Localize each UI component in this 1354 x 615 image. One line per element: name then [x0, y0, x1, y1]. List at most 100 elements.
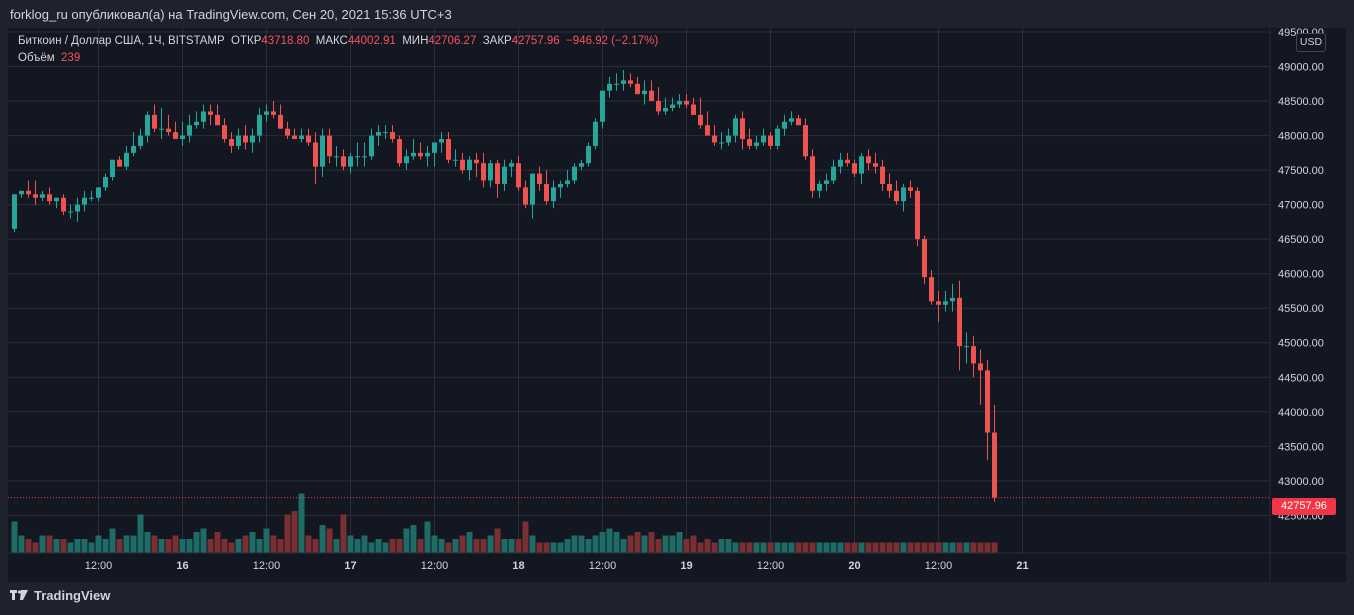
volume-bar: [312, 539, 319, 553]
volume-bar: [809, 542, 816, 553]
candle-body: [684, 101, 689, 105]
candle-body: [33, 194, 38, 198]
candle-body: [747, 139, 752, 146]
candle-body: [159, 128, 164, 130]
low-value: 42706.27: [428, 35, 477, 47]
chart-panel[interactable]: 42500.00 43000.00 43500.00 44000.00 44500.00…: [8, 28, 1346, 582]
volume-bar: [459, 535, 466, 553]
candle-body: [306, 135, 311, 143]
candle-body: [873, 163, 878, 167]
volume-bar: [781, 542, 788, 553]
symbol-label[interactable]: Биткоин / Доллар США, 1Ч, BITSTAMP: [18, 35, 225, 47]
candle-body: [124, 152, 129, 167]
candle-body: [495, 163, 500, 184]
volume-bar: [634, 532, 641, 553]
volume-bar: [431, 535, 438, 553]
volume-bar: [46, 535, 53, 553]
volume-bar: [942, 542, 949, 553]
candle-body: [488, 163, 493, 181]
volume-bar: [179, 539, 186, 553]
candle-body: [110, 159, 115, 178]
volume-bar: [732, 542, 739, 553]
volume-bar: [928, 542, 935, 553]
price-axis[interactable]: 42500.0043000.0043500.0044000.0044500.00…: [1278, 28, 1324, 522]
candle-body: [467, 159, 472, 171]
candle-body: [628, 80, 633, 84]
volume-bar: [893, 542, 900, 553]
candle-body: [187, 125, 192, 136]
candle-body: [887, 183, 892, 191]
candle-body: [677, 101, 682, 105]
high-label: МАКС: [315, 35, 348, 47]
volume-bar: [662, 535, 669, 553]
candle-body: [985, 370, 990, 433]
candle-body: [460, 159, 465, 171]
volume-bar: [606, 528, 613, 553]
candle-body: [264, 111, 269, 115]
volume-bar: [585, 539, 592, 553]
price-tick-label: 45000.00: [1278, 338, 1324, 350]
volume-bar: [578, 535, 585, 553]
candle-body: [565, 180, 570, 184]
volume-bar: [970, 542, 977, 553]
volume-bar: [529, 535, 536, 553]
candle-body: [362, 156, 367, 158]
candle-body: [740, 118, 745, 140]
price-tick-label: 47000.00: [1278, 200, 1324, 212]
candle-body: [68, 211, 73, 213]
time-tick-label: 18: [512, 560, 524, 572]
candle-body: [992, 432, 997, 498]
candle-body: [761, 135, 766, 143]
high-value: 44002.91: [347, 35, 396, 47]
volume-bar: [788, 542, 795, 553]
candle-body: [530, 173, 535, 205]
time-axis[interactable]: 12:00 16 12:00 17 12:00 18 12:00 19 12:00 20 12:00…: [85, 560, 1029, 572]
candle-body: [96, 187, 101, 198]
volume-bar: [557, 542, 564, 553]
low-label: МИН: [402, 35, 429, 47]
candle-body: [313, 142, 318, 167]
time-tick-label: 12:00: [253, 560, 281, 572]
candle-body: [355, 156, 360, 158]
volume-bar: [802, 542, 809, 553]
volume-bar: [501, 539, 508, 553]
last-price-label: 42757.96: [1272, 498, 1336, 515]
candle-body: [26, 190, 31, 195]
candle-body: [47, 194, 52, 202]
volume-bar: [298, 493, 305, 553]
volume-bar: [284, 514, 291, 553]
volume-bar: [445, 542, 452, 553]
candle-body: [138, 135, 143, 146]
candles: [12, 69, 997, 502]
currency-button[interactable]: USD: [1296, 33, 1326, 52]
volume-label[interactable]: Объём: [18, 52, 55, 64]
volume-bar: [795, 542, 802, 553]
footer-brand[interactable]: TradingView: [10, 588, 110, 603]
volume-bar: [844, 542, 851, 553]
volume-bar: [774, 542, 781, 553]
candle-body: [236, 135, 241, 146]
candle-body: [117, 159, 122, 167]
volume-bar: [137, 514, 144, 553]
volume-bar: [123, 535, 130, 553]
volume-bar: [613, 532, 620, 553]
candle-body: [691, 104, 696, 115]
candle-body: [502, 166, 507, 184]
candle-body: [12, 194, 17, 229]
time-tick-label: 19: [680, 560, 692, 572]
candle-body: [145, 114, 150, 136]
candle-body: [607, 83, 612, 91]
time-tick-label: 12:00: [421, 560, 449, 572]
time-tick-label: 16: [176, 560, 188, 572]
price-tick-label: 46000.00: [1278, 269, 1324, 281]
volume-bar: [382, 542, 389, 553]
volume-bar: [410, 525, 417, 553]
candle-body: [341, 156, 346, 167]
candle-body: [523, 187, 528, 205]
time-tick-label: 12:00: [925, 560, 953, 572]
price-chart[interactable]: 42500.0043000.0043500.0044000.0044500.00…: [8, 28, 1346, 582]
candle-body: [922, 239, 927, 278]
volume-bar: [704, 539, 711, 553]
volume-bar: [235, 539, 242, 553]
volume-bar: [396, 539, 403, 553]
